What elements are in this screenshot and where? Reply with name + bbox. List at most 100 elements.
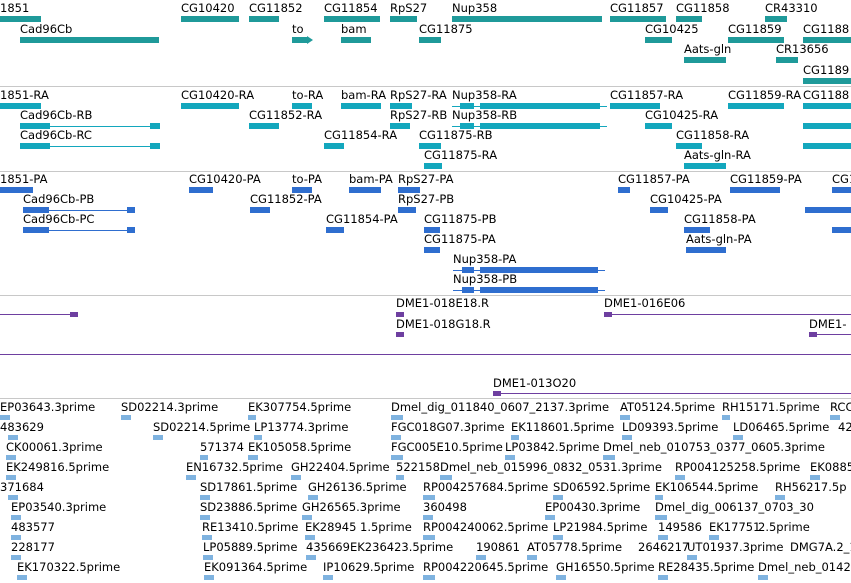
transcript-label[interactable]: Cad96Cb-RB [20,108,93,122]
est-feature[interactable] [675,475,685,480]
est-feature[interactable] [308,495,318,500]
transcript-feature[interactable] [0,103,41,109]
est-label[interactable]: 42 [838,420,851,434]
est-feature[interactable] [603,455,615,460]
clone-label[interactable]: DME1- [809,317,847,331]
est-label[interactable]: GH22404.5prime [291,460,390,474]
gene-feature[interactable] [676,16,702,22]
transcript-exon[interactable] [150,123,160,129]
protein-feature[interactable] [832,227,851,233]
est-feature[interactable] [810,475,820,480]
transcript-feature[interactable] [610,103,660,109]
clone-label[interactable]: DME1-013O20 [493,376,577,390]
est-feature[interactable] [6,455,16,460]
protein-label[interactable]: CG11854-PA [326,212,398,226]
clone-end[interactable] [604,312,612,317]
clone-end[interactable] [396,332,404,337]
protein-label[interactable]: CG11858-PA [684,212,756,226]
est-label[interactable]: EP00430.3prime [545,500,641,514]
gene-label[interactable]: CG10420 [181,1,235,15]
transcript-label[interactable]: 1851-RA [0,88,49,102]
est-feature[interactable] [527,555,537,560]
clone-end[interactable] [809,332,817,337]
est-label[interactable]: SD02214.5prime [153,420,251,434]
protein-label[interactable]: CG11875-PB [424,212,497,226]
protein-feature[interactable] [292,187,312,193]
est-feature[interactable] [8,495,18,500]
gene-label[interactable]: CG11858 [676,1,730,15]
transcript-feature[interactable] [292,103,312,109]
est-feature[interactable] [511,435,519,440]
transcript-label[interactable]: Aats-gln-RA [684,148,751,162]
est-feature[interactable] [254,435,262,440]
transcript-feature[interactable] [803,143,851,149]
est-feature[interactable] [391,455,403,460]
gene-label[interactable]: CG11859 [728,22,782,36]
est-label[interactable]: 228177 [11,540,55,554]
transcript-label[interactable]: CG11875-RB [419,128,493,142]
transcript-label[interactable]: CG11859-RA [728,88,802,102]
est-label[interactable]: FGC018G07.3prime [391,420,505,434]
est-label[interactable]: EK118601.5prime [511,420,615,434]
protein-label[interactable]: to-PA [292,172,322,186]
protein-feature[interactable] [424,227,440,233]
est-label[interactable]: RP004257684.5prime [423,480,549,494]
clone-end[interactable] [493,391,501,396]
est-label[interactable]: 149586 [658,520,702,534]
clone-span[interactable] [493,393,851,394]
gene-label[interactable]: Aats-gln [684,42,732,56]
gene-label[interactable]: CG11857 [610,1,664,15]
est-feature[interactable] [622,435,632,440]
est-feature[interactable] [203,555,213,560]
transcript-label[interactable]: Cad96Cb-RC [20,128,92,142]
est-feature[interactable] [302,515,312,520]
clone-span[interactable] [0,314,76,315]
gene-feature[interactable] [20,37,159,43]
est-feature[interactable] [620,415,630,420]
gene-label[interactable]: CG11854 [324,1,378,15]
est-feature[interactable] [248,455,258,460]
est-label[interactable]: Dmel_dig_011840_0607_2137.3prime [391,400,610,414]
gene-feature[interactable] [610,16,666,22]
est-label[interactable]: RCC [830,400,851,414]
transcript-exon[interactable] [20,143,50,149]
est-feature[interactable] [204,575,214,580]
est-feature[interactable] [658,575,668,580]
gene-feature[interactable] [324,16,380,22]
protein-feature[interactable] [686,247,726,253]
transcript-label[interactable]: Nup358-RA [452,88,517,102]
clone-end[interactable] [396,312,404,317]
protein-exon[interactable] [127,207,135,213]
est-label[interactable]: GH26565.3prime [302,500,401,514]
est-label[interactable]: LD06465.5prime [733,420,830,434]
est-label[interactable]: EK091364.5prime [204,560,308,574]
est-feature[interactable] [391,435,401,440]
est-label[interactable]: EK28945 [305,520,357,534]
gene-label[interactable]: Cad96Cb [20,22,73,36]
est-label[interactable]: CK00061.3prime [6,440,103,454]
clone-span[interactable] [604,314,851,315]
est-feature[interactable] [121,415,131,420]
protein-feature[interactable] [805,207,851,213]
est-feature[interactable] [830,415,840,420]
est-feature[interactable] [709,535,719,540]
protein-feature[interactable] [398,207,416,213]
transcript-feature[interactable] [341,103,381,109]
protein-feature[interactable] [684,227,710,233]
protein-label[interactable]: 1851-PA [0,172,48,186]
gene-feature[interactable] [452,16,602,22]
est-label[interactable]: LD09393.5prime [622,420,719,434]
est-label[interactable]: Dmel_neb_015996_0832_0531.3prime [440,460,662,474]
protein-label[interactable]: RpS27-PB [398,192,455,206]
est-feature[interactable] [476,555,486,560]
protein-exon[interactable] [480,267,598,273]
transcript-label[interactable]: CG1188 [803,88,850,102]
protein-label[interactable]: RpS27-PA [398,172,454,186]
transcript-exon[interactable] [460,103,474,109]
gene-feature[interactable] [419,37,441,43]
est-label[interactable]: EP03540.3prime [11,500,107,514]
clone-end[interactable] [70,312,78,317]
est-label[interactable]: DMG7A.2_1 [790,540,851,554]
est-label[interactable]: EK170322.5prime [17,560,121,574]
transcript-feature[interactable] [181,103,239,109]
